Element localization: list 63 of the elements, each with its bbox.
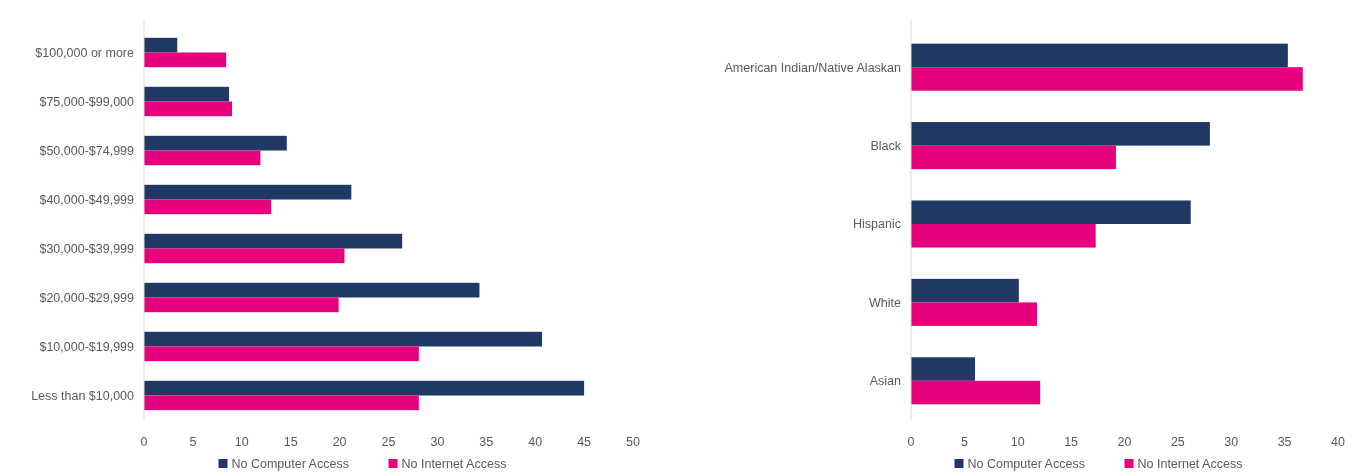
y-tick-label: Less than $10,000 bbox=[31, 388, 135, 403]
legend-label: No Computer Access bbox=[231, 457, 349, 471]
bar bbox=[144, 52, 227, 68]
x-tick-label: 10 bbox=[1010, 435, 1025, 449]
bar bbox=[144, 233, 403, 249]
bar bbox=[911, 302, 1037, 326]
bar bbox=[911, 278, 1019, 303]
legend-label: No Internet Access bbox=[1137, 457, 1243, 471]
x-tick-label: 5 bbox=[189, 435, 197, 449]
bar bbox=[144, 86, 230, 102]
legend-label: No Computer Access bbox=[967, 457, 1085, 471]
x-tick-label: 0 bbox=[140, 435, 148, 449]
bar bbox=[144, 101, 233, 117]
legend-label: No Internet Access bbox=[401, 457, 507, 471]
y-tick-label: Hispanic bbox=[853, 217, 901, 232]
x-tick-label: 35 bbox=[1277, 435, 1292, 449]
bar bbox=[144, 331, 543, 347]
x-tick-label: 15 bbox=[1064, 435, 1079, 449]
x-tick-label: 0 bbox=[907, 435, 915, 449]
bar bbox=[911, 200, 1191, 224]
x-tick-label: 45 bbox=[577, 435, 592, 449]
bar bbox=[911, 67, 1303, 91]
y-tick-label: Black bbox=[870, 138, 902, 153]
bar bbox=[911, 145, 1116, 170]
bar bbox=[144, 380, 585, 396]
y-tick-label: $75,000-$99,000 bbox=[39, 94, 135, 109]
x-tick-label: 5 bbox=[960, 435, 968, 449]
x-tick-label: 30 bbox=[430, 435, 445, 449]
bar bbox=[911, 357, 976, 381]
y-tick-label: $20,000-$29,999 bbox=[39, 290, 135, 305]
bar bbox=[144, 346, 419, 362]
x-tick-label: 30 bbox=[1224, 435, 1239, 449]
bar bbox=[144, 395, 419, 411]
bar bbox=[144, 282, 480, 298]
bar bbox=[911, 43, 1288, 68]
y-tick-label: $30,000-$39,999 bbox=[39, 241, 135, 256]
x-tick-label: 15 bbox=[283, 435, 298, 449]
bar bbox=[144, 135, 287, 151]
bar bbox=[144, 150, 261, 166]
x-tick-label: 20 bbox=[1117, 435, 1132, 449]
x-tick-label: 20 bbox=[332, 435, 347, 449]
x-tick-label: 35 bbox=[479, 435, 494, 449]
bar bbox=[144, 184, 352, 200]
x-tick-label: 25 bbox=[381, 435, 396, 449]
bar bbox=[911, 122, 1210, 146]
y-tick-label: Asian bbox=[869, 374, 902, 389]
bar bbox=[144, 248, 345, 264]
y-tick-label: $40,000-$49,999 bbox=[39, 192, 135, 207]
bar bbox=[144, 297, 339, 313]
y-tick-label: $50,000-$74,999 bbox=[39, 143, 135, 158]
y-tick-label: $10,000-$19,999 bbox=[39, 339, 135, 354]
bar bbox=[144, 199, 272, 215]
x-tick-label: 40 bbox=[528, 435, 543, 449]
y-tick-label: American Indian/Native Alaskan bbox=[724, 60, 902, 75]
bar bbox=[911, 380, 1041, 405]
y-tick-label: White bbox=[869, 295, 902, 310]
bar bbox=[144, 37, 178, 53]
x-tick-label: 25 bbox=[1170, 435, 1185, 449]
x-tick-label: 10 bbox=[234, 435, 249, 449]
x-tick-label: 40 bbox=[1331, 435, 1345, 449]
x-tick-label: 50 bbox=[626, 435, 640, 449]
bar bbox=[911, 224, 1096, 248]
y-tick-label: $100,000 or more bbox=[35, 45, 135, 60]
